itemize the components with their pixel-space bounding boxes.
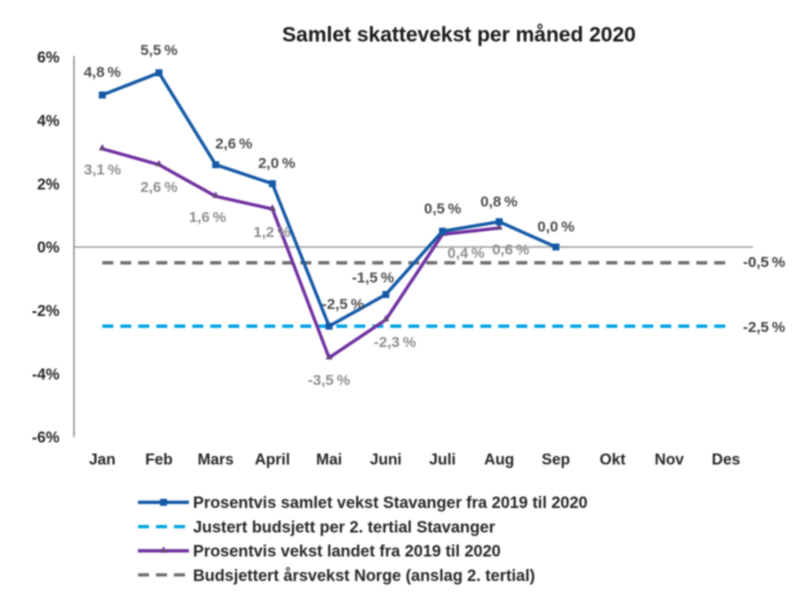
svg-text:2,6 %: 2,6 % (215, 135, 252, 152)
svg-text:Samlet skattevekst per måned 2: Samlet skattevekst per måned 2020 (282, 24, 636, 47)
svg-text:Okt: Okt (600, 452, 626, 469)
svg-text:Aug: Aug (484, 452, 514, 469)
svg-text:5,5 %: 5,5 % (140, 42, 177, 59)
svg-text:1,6 %: 1,6 % (189, 209, 226, 226)
svg-text:Budsjettert årsvekst Norge (an: Budsjettert årsvekst Norge (anslag 2. te… (193, 567, 535, 585)
svg-text:0,8 %: 0,8 % (480, 193, 517, 210)
svg-text:-2,3 %: -2,3 % (374, 334, 416, 351)
svg-text:-3,5 %: -3,5 % (308, 372, 350, 389)
svg-text:Nov: Nov (655, 452, 685, 469)
svg-text:4%: 4% (37, 113, 60, 130)
svg-text:0,6 %: 0,6 % (492, 241, 529, 258)
svg-text:4,8 %: 4,8 % (84, 64, 121, 81)
svg-text:Prosentvis samlet vekst Stavan: Prosentvis samlet vekst Stavanger fra 20… (193, 494, 588, 512)
svg-text:-1,5 %: -1,5 % (352, 269, 394, 286)
svg-text:Juni: Juni (370, 452, 402, 469)
svg-text:0,5 %: 0,5 % (424, 200, 461, 217)
svg-text:6%: 6% (37, 50, 60, 67)
svg-text:2%: 2% (37, 176, 60, 193)
svg-text:Prosentvis vekst landet fra 20: Prosentvis vekst landet fra 2019 til 202… (193, 543, 501, 561)
svg-text:0,4 %: 0,4 % (447, 245, 484, 262)
svg-text:2,6 %: 2,6 % (140, 179, 177, 196)
svg-text:Sep: Sep (542, 452, 570, 469)
svg-text:Juli: Juli (429, 452, 456, 469)
svg-text:Feb: Feb (145, 452, 173, 469)
svg-text:Mai: Mai (316, 452, 342, 469)
svg-text:-2,5 %: -2,5 % (743, 319, 785, 336)
svg-text:-0,5 %: -0,5 % (743, 254, 785, 271)
svg-text:Des: Des (712, 452, 740, 469)
svg-text:-2,5 %: -2,5 % (322, 296, 364, 313)
svg-text:-6%: -6% (32, 430, 60, 447)
svg-text:0,0 %: 0,0 % (537, 218, 574, 235)
svg-text:Jan: Jan (89, 452, 116, 469)
svg-text:April: April (255, 452, 290, 469)
svg-text:Mars: Mars (198, 452, 234, 469)
svg-text:0%: 0% (37, 240, 60, 257)
svg-text:3,1 %: 3,1 % (84, 161, 121, 178)
svg-text:-2%: -2% (32, 303, 60, 320)
svg-text:2,0 %: 2,0 % (258, 155, 295, 172)
svg-text:1,2 %: 1,2 % (253, 224, 290, 241)
svg-text:-4%: -4% (32, 366, 60, 383)
svg-text:Justert budsjett per 2. tertia: Justert budsjett per 2. tertial Stavange… (193, 519, 496, 537)
